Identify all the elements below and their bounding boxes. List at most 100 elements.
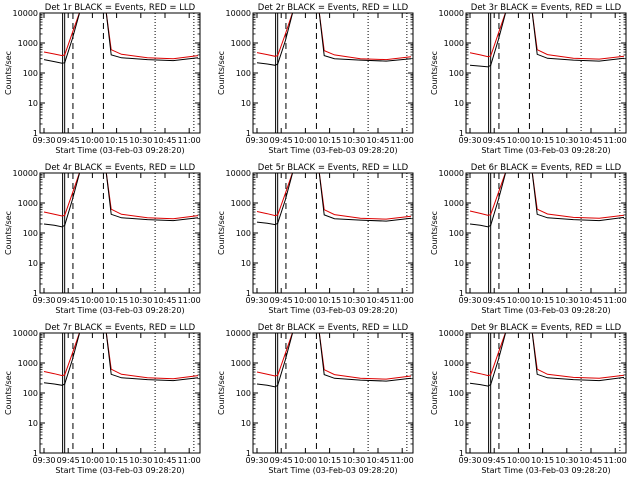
panel-title: Det 9r BLACK = Events, RED = LLD xyxy=(471,323,622,333)
x-tick-label: 09:45 xyxy=(57,136,80,145)
y-tick-label: 1 xyxy=(459,449,464,458)
x-tick-label: 09:45 xyxy=(57,296,80,305)
x-tick-label: 09:30 xyxy=(458,296,481,305)
x-tick-label: 10:00 xyxy=(294,136,317,145)
x-tick-label: 10:15 xyxy=(531,296,554,305)
plot-frame xyxy=(465,172,627,294)
y-tick-label: 100 xyxy=(23,229,38,238)
x-axis-label: Start Time (03-Feb-03 09:28:20) xyxy=(55,466,184,475)
y-tick-label: 100 xyxy=(236,389,251,398)
y-axis-label: Counts/sec xyxy=(430,51,439,95)
y-tick-label: 1 xyxy=(246,449,251,458)
x-axis-label: Start Time (03-Feb-03 09:28:20) xyxy=(481,146,610,155)
y-tick-label: 10 xyxy=(241,259,251,268)
x-tick-label: 09:45 xyxy=(270,456,293,465)
x-tick-label: 09:30 xyxy=(458,456,481,465)
x-tick-label: 10:45 xyxy=(579,136,602,145)
panel-title: Det 1r BLACK = Events, RED = LLD xyxy=(45,3,196,13)
x-tick-label: 09:30 xyxy=(32,296,55,305)
y-tick-label: 10 xyxy=(454,99,464,108)
y-tick-label: 1000 xyxy=(444,359,464,368)
y-tick-label: 10 xyxy=(28,99,38,108)
plot-frame xyxy=(39,172,201,294)
lld-series-line xyxy=(256,173,412,220)
panel-title: Det 6r BLACK = Events, RED = LLD xyxy=(471,163,622,173)
panel-7: 1 10 100 1000 10000 09:30 09:45 10:00 10:15 10:30… xyxy=(4,323,201,475)
y-tick-label: 10000 xyxy=(439,9,464,18)
x-tick-label: 10:00 xyxy=(81,136,104,145)
plot-frame xyxy=(252,172,414,294)
panel-4: 1 10 100 1000 10000 09:30 09:45 10:00 10:15 10:30… xyxy=(4,163,201,315)
x-tick-label: 09:45 xyxy=(57,456,80,465)
plot-frame xyxy=(252,12,414,134)
y-tick-label: 1000 xyxy=(18,39,38,48)
events-series-line xyxy=(43,13,199,64)
x-tick-label: 10:45 xyxy=(366,296,389,305)
plot-frame xyxy=(39,12,201,134)
y-axis-label: Counts/sec xyxy=(217,371,226,415)
events-series-line xyxy=(43,173,199,228)
x-tick-label: 10:30 xyxy=(342,456,365,465)
x-axis-label: Start Time (03-Feb-03 09:28:20) xyxy=(55,306,184,315)
y-tick-label: 10 xyxy=(454,259,464,268)
x-tick-label: 11:00 xyxy=(178,456,201,465)
panel-1: 1 10 100 1000 10000 09:30 09:45 10:00 10:15 10:30… xyxy=(4,3,201,155)
y-tick-label: 1000 xyxy=(444,39,464,48)
plot-frame xyxy=(465,12,627,134)
panel-6: 1 10 100 1000 10000 09:30 09:45 10:00 10:15 10:30… xyxy=(430,163,627,315)
y-tick-label: 1000 xyxy=(231,39,251,48)
x-tick-label: 10:15 xyxy=(105,456,128,465)
y-tick-label: 10000 xyxy=(226,9,251,18)
y-tick-label: 10 xyxy=(241,99,251,108)
x-axis-label: Start Time (03-Feb-03 09:28:20) xyxy=(481,306,610,315)
x-tick-label: 10:00 xyxy=(507,136,530,145)
x-tick-label: 09:30 xyxy=(32,456,55,465)
x-tick-label: 11:00 xyxy=(604,456,627,465)
panel-title: Det 2r BLACK = Events, RED = LLD xyxy=(258,3,409,13)
x-tick-label: 09:30 xyxy=(245,296,268,305)
y-tick-label: 1 xyxy=(33,129,38,138)
y-axis-label: Counts/sec xyxy=(4,51,13,95)
y-tick-label: 100 xyxy=(449,229,464,238)
events-series-line xyxy=(256,13,412,66)
y-tick-label: 10000 xyxy=(13,169,38,178)
events-series-line xyxy=(469,333,625,387)
x-tick-label: 09:30 xyxy=(245,456,268,465)
y-tick-label: 10000 xyxy=(226,169,251,178)
lld-series-line xyxy=(43,13,199,60)
x-tick-label: 11:00 xyxy=(604,296,627,305)
x-tick-label: 11:00 xyxy=(604,136,627,145)
x-tick-label: 10:45 xyxy=(579,456,602,465)
y-tick-label: 10000 xyxy=(13,329,38,338)
x-tick-label: 10:30 xyxy=(129,456,152,465)
x-tick-label: 11:00 xyxy=(391,296,414,305)
x-tick-label: 10:00 xyxy=(294,296,317,305)
y-tick-label: 1000 xyxy=(444,199,464,208)
x-tick-label: 11:00 xyxy=(391,456,414,465)
events-series-line xyxy=(43,333,199,386)
x-tick-label: 09:30 xyxy=(32,136,55,145)
lld-series-line xyxy=(256,13,412,61)
y-tick-label: 100 xyxy=(23,389,38,398)
x-tick-label: 11:00 xyxy=(178,296,201,305)
y-tick-label: 1000 xyxy=(18,359,38,368)
x-tick-label: 09:45 xyxy=(483,456,506,465)
x-tick-label: 10:15 xyxy=(105,296,128,305)
y-axis-label: Counts/sec xyxy=(430,371,439,415)
y-tick-label: 100 xyxy=(236,69,251,78)
y-tick-label: 10 xyxy=(28,419,38,428)
y-tick-label: 100 xyxy=(449,389,464,398)
y-tick-label: 10 xyxy=(454,419,464,428)
events-series-line xyxy=(256,173,412,226)
x-tick-label: 10:15 xyxy=(318,296,341,305)
x-tick-label: 10:15 xyxy=(318,456,341,465)
panel-title: Det 3r BLACK = Events, RED = LLD xyxy=(471,3,622,13)
x-tick-label: 10:30 xyxy=(342,136,365,145)
x-tick-label: 10:15 xyxy=(105,136,128,145)
x-tick-label: 10:15 xyxy=(318,136,341,145)
x-tick-label: 10:30 xyxy=(129,296,152,305)
panel-2: 1 10 100 1000 10000 09:30 09:45 10:00 10:15 10:30… xyxy=(217,3,414,155)
x-tick-label: 09:45 xyxy=(483,296,506,305)
panel-8: 1 10 100 1000 10000 09:30 09:45 10:00 10:15 10:30… xyxy=(217,323,414,475)
y-tick-label: 100 xyxy=(23,69,38,78)
